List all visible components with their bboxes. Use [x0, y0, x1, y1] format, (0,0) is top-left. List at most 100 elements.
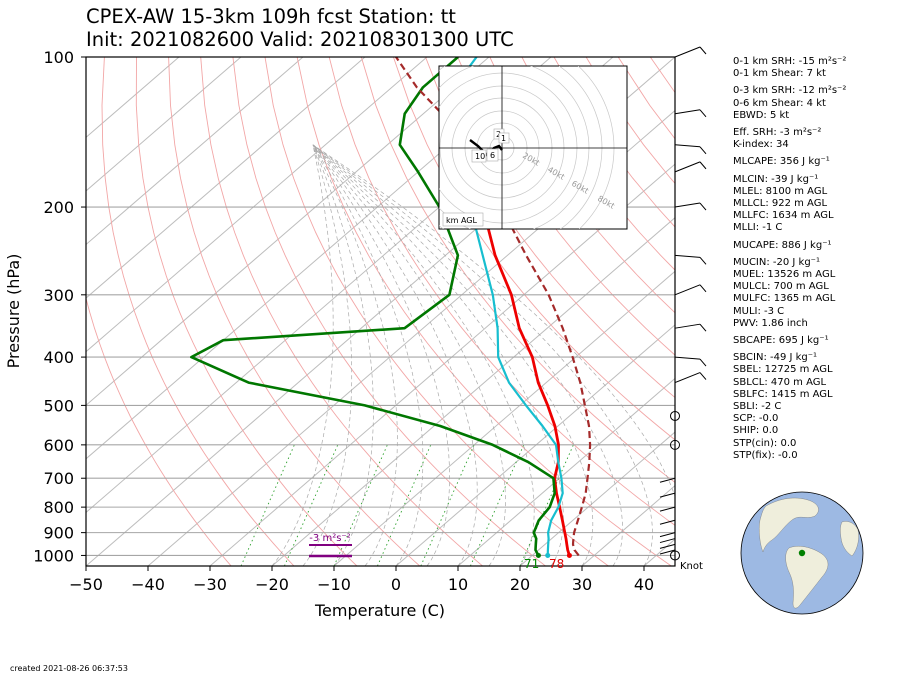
x-tick-label: 40 — [634, 575, 654, 594]
index-line: MULFC: 1365 m AGL — [733, 293, 836, 305]
wind-barb — [659, 543, 676, 549]
wind-barb — [674, 202, 701, 208]
index-line: SBLCL: 470 m AGL — [733, 376, 827, 388]
index-line: MULI: -3 C — [733, 305, 785, 317]
dry-adiabat — [232, 57, 546, 566]
wind-barb-flag — [699, 257, 707, 265]
wind-barb-flag — [699, 146, 707, 155]
index-line: MLLI: -1 C — [733, 222, 783, 234]
index-line: MLLFC: 1634 m AGL — [733, 210, 834, 222]
y-tick-label: 900 — [43, 524, 74, 543]
x-tick-label: 20 — [510, 575, 530, 594]
index-line: 0-1 km Shear: 7 kt — [733, 68, 826, 80]
dry-adiabat — [489, 57, 675, 314]
hodograph-height-2: 2 — [496, 130, 501, 139]
dry-adiabat — [425, 57, 675, 399]
wind-barb-flag — [699, 161, 707, 170]
calm-wind-circle — [670, 439, 680, 450]
isotherm — [209, 163, 675, 566]
wind-barb-flag — [699, 46, 707, 55]
index-line: MLLCL: 922 m AGL — [733, 198, 828, 210]
index-line: SBLI: -2 C — [733, 401, 782, 413]
wind-barb-flag — [699, 372, 707, 380]
srh-label: -3 m²s⁻² — [309, 533, 350, 544]
wind-barb — [674, 254, 701, 258]
y-tick-label: 800 — [43, 498, 74, 517]
x-tick-label: −20 — [255, 575, 289, 594]
surface-temperature-label: 78 — [549, 557, 564, 571]
wind-barb — [674, 372, 701, 384]
isotherm — [86, 57, 428, 353]
index-line: 0-3 km SRH: -12 m²s⁻² — [733, 85, 847, 97]
index-line: SBCAPE: 695 J kg⁻¹ — [733, 335, 829, 347]
surface-dewpoint-dot — [535, 552, 541, 558]
dry-adiabat — [101, 57, 295, 566]
dry-adiabat — [457, 57, 675, 356]
index-line: PWV: 1.86 inch — [733, 317, 808, 329]
hodograph-axis-label: km AGL — [446, 216, 478, 225]
surface-temp-dot — [566, 552, 572, 558]
calm-wind-circle — [670, 410, 680, 421]
indices-panel: 0-1 km SRH: -15 m²s⁻² 0-1 km Shear: 7 kt 0… — [733, 56, 903, 462]
x-tick-label: 10 — [448, 575, 468, 594]
wind-barb-flag — [699, 284, 707, 293]
y-tick-label: 200 — [43, 198, 74, 217]
x-tick-label: −10 — [317, 575, 351, 594]
x-tick-label: 30 — [572, 575, 592, 594]
wind-barb-flag — [699, 202, 707, 211]
dry-adiabat — [135, 57, 358, 566]
parcel-line — [395, 57, 592, 557]
wind-barb — [674, 356, 701, 360]
isotherm — [271, 217, 675, 566]
isotherm — [86, 57, 242, 192]
index-line: SHIP: 0.0 — [733, 425, 779, 437]
index-line: MUEL: 13526 m AGL — [733, 269, 836, 281]
dry-adiabat — [521, 57, 675, 271]
moist-adiabat — [271, 144, 334, 566]
globe-inset — [740, 491, 864, 615]
wind-barb — [659, 532, 676, 538]
index-line: MLEL: 8100 m AGL — [733, 185, 828, 197]
wind-barb — [674, 161, 701, 173]
wind-barb-flag — [699, 358, 707, 367]
index-line: 0-1 km SRH: -15 m²s⁻² — [733, 56, 847, 67]
hodograph: 20kt 40kt 60kt 80kt 2 1 10 6 km AGL — [438, 65, 628, 230]
calm-wind-circle — [670, 550, 680, 561]
y-axis-label: Pressure (hPa) — [4, 254, 23, 369]
title-line-1: CPEX-AW 15-3km 109h fcst Station: tt — [86, 5, 456, 28]
dry-adiabat — [200, 57, 483, 566]
index-line: EBWD: 5 kt — [733, 109, 790, 121]
x-tick-label: −30 — [193, 575, 227, 594]
temperature-line — [466, 144, 571, 556]
index-line: SBEL: 12725 m AGL — [733, 364, 833, 376]
x-axis-label: Temperature (C) — [314, 601, 445, 620]
wind-barb — [674, 144, 701, 148]
moist-adiabat — [312, 144, 374, 566]
station-marker — [798, 549, 806, 557]
index-line: K-index: 34 — [733, 139, 789, 151]
isotherm — [86, 57, 304, 246]
wind-barb-flag — [699, 109, 707, 118]
index-line: MUCIN: -20 J kg⁻¹ — [733, 256, 820, 268]
dry-adiabat — [168, 57, 421, 566]
hodograph-height-10: 10 — [475, 152, 485, 161]
wind-barb — [659, 477, 676, 483]
dry-adiabat — [86, 296, 232, 566]
isotherm — [147, 109, 675, 566]
index-line: MLCIN: -39 J kg⁻¹ — [733, 173, 819, 185]
globe-north-america — [759, 497, 819, 553]
index-line: SBCIN: -49 J kg⁻¹ — [733, 352, 818, 364]
x-tick-label: 0 — [391, 575, 401, 594]
index-line: SBLFC: 1415 m AGL — [733, 388, 833, 400]
y-tick-label: 600 — [43, 436, 74, 455]
title-line-2: Init: 2021082600 Valid: 202108301300 UTC — [86, 28, 514, 51]
index-line: STP(fix): -0.0 — [733, 449, 798, 461]
globe-africa-edge — [840, 521, 859, 557]
isotherm — [519, 431, 675, 566]
wind-barb-flag — [699, 323, 707, 332]
y-tick-label: 100 — [43, 48, 74, 67]
isotherm — [86, 57, 490, 406]
x-tick-label: −50 — [69, 575, 103, 594]
y-tick-label: 700 — [43, 469, 74, 488]
